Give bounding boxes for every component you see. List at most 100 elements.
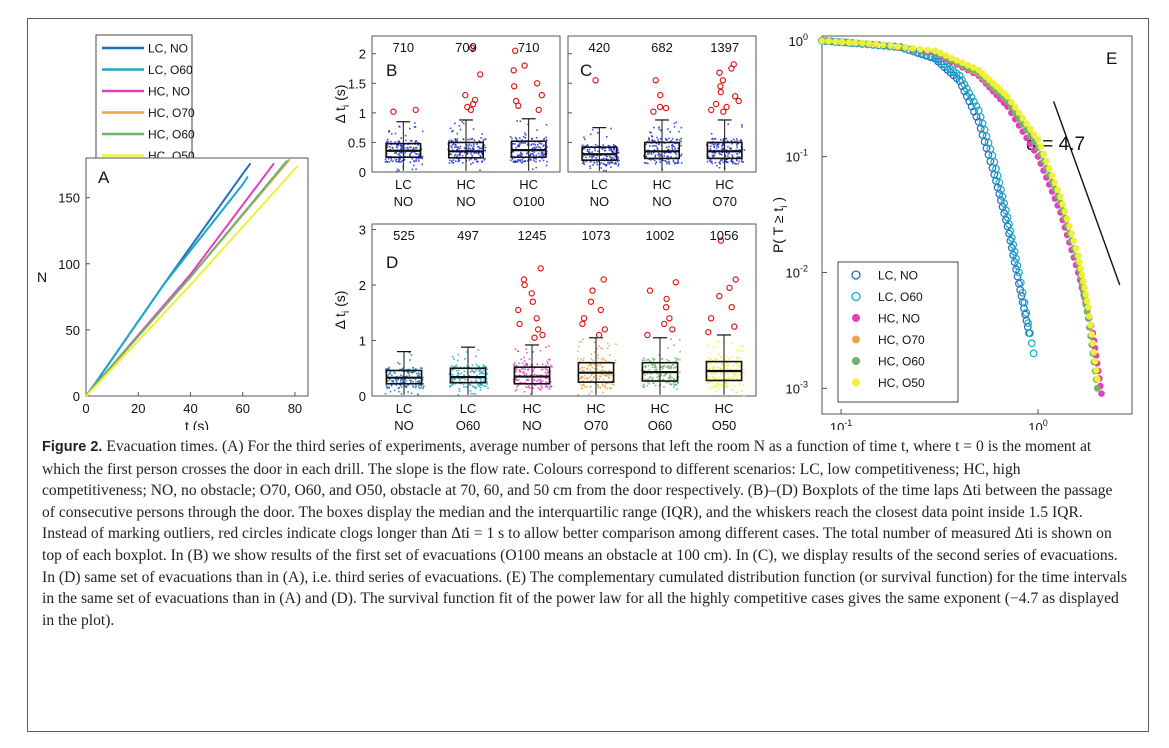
box-jitter-point xyxy=(387,374,389,377)
box-jitter-point xyxy=(722,143,724,145)
box-jitter-point xyxy=(517,145,519,148)
box-jitter-point xyxy=(458,154,461,157)
box-jitter-point xyxy=(422,130,424,133)
panel-e-point xyxy=(937,49,944,57)
box-jitter-point xyxy=(644,366,647,369)
box-jitter-point xyxy=(403,381,406,384)
box-jitter-point xyxy=(418,160,420,162)
box-jitter-point xyxy=(679,338,681,341)
box-jitter-point xyxy=(731,161,734,163)
box-jitter-point xyxy=(465,147,468,149)
box-jitter-point xyxy=(470,392,473,395)
box-jitter-point xyxy=(579,377,581,379)
box-jitter-point xyxy=(648,139,651,142)
box-jitter-point xyxy=(617,156,619,158)
box-jitter-point xyxy=(473,371,476,374)
box-jitter-point xyxy=(616,147,619,150)
box-category-label: NO xyxy=(590,194,610,209)
box-jitter-point xyxy=(657,153,660,155)
box-jitter-point xyxy=(539,381,541,384)
box-jitter-point xyxy=(730,342,733,344)
box-jitter-point xyxy=(643,383,645,386)
box-jitter-point xyxy=(741,160,743,163)
box-clog-circle xyxy=(666,315,673,322)
panel-e-point xyxy=(955,71,964,80)
box-jitter-point xyxy=(387,157,390,160)
box-jitter-point xyxy=(412,371,414,373)
box-jitter-point xyxy=(643,162,646,164)
box-jitter-point xyxy=(649,375,652,378)
panel-e-point xyxy=(887,42,894,49)
box-jitter-point xyxy=(725,149,728,151)
box-jitter-point xyxy=(712,143,715,146)
box-jitter-point xyxy=(653,359,655,361)
box-jitter-point xyxy=(616,158,619,161)
box-jitter-point xyxy=(474,158,476,161)
panel-e-point xyxy=(1087,322,1094,329)
box-jitter-point xyxy=(725,383,728,386)
box-jitter-point xyxy=(713,154,716,157)
box-jitter-point xyxy=(475,159,478,161)
box-jitter-point xyxy=(591,155,593,158)
box-jitter-point xyxy=(533,379,535,381)
box-jitter-point xyxy=(512,150,515,153)
box-jitter-point xyxy=(469,147,471,150)
box-jitter-point xyxy=(611,150,613,153)
box-jitter-point xyxy=(398,159,400,161)
box-jitter-point xyxy=(533,373,536,375)
box-jitter-point xyxy=(527,386,529,389)
box-jitter-point xyxy=(411,140,413,142)
box-jitter-point xyxy=(714,143,716,145)
panel-e-point xyxy=(1077,265,1085,272)
box-jitter-point xyxy=(731,154,734,156)
box-category-label: O100 xyxy=(513,194,545,209)
box-jitter-point xyxy=(647,162,649,165)
box-jitter-point xyxy=(711,143,713,145)
box-jitter-point xyxy=(605,360,607,362)
panel-e-point xyxy=(1092,366,1100,374)
panel-e-point xyxy=(1027,339,1036,348)
box-jitter-point xyxy=(520,141,523,144)
box-jitter-point xyxy=(414,141,416,144)
box-clog-circle xyxy=(534,80,541,87)
box-jitter-point xyxy=(519,370,522,373)
box-jitter-point xyxy=(673,344,675,346)
box-jitter-point xyxy=(729,368,732,371)
box-jitter-point xyxy=(541,152,544,154)
panel-e-point xyxy=(960,80,969,89)
box-jitter-point xyxy=(735,159,738,161)
box-jitter-point xyxy=(712,366,714,369)
box-jitter-point xyxy=(602,144,604,146)
box-jitter-point xyxy=(420,385,423,387)
box-jitter-point xyxy=(666,155,668,158)
box-clog-circle xyxy=(520,276,528,283)
box-jitter-point xyxy=(448,385,451,388)
box-jitter-point xyxy=(395,380,398,383)
panel-e-legend-label: HC, O60 xyxy=(878,355,925,369)
box-jitter-point xyxy=(739,344,741,347)
box-jitter-point xyxy=(606,136,608,138)
box-jitter-point xyxy=(419,381,421,383)
box-jitter-point xyxy=(386,161,389,163)
box-jitter-point xyxy=(400,386,403,388)
box-jitter-point xyxy=(712,369,715,371)
box-clog-circle xyxy=(538,91,546,99)
box-jitter-point xyxy=(404,134,407,137)
box-jitter-point xyxy=(735,149,738,151)
panel-e-point xyxy=(962,84,971,93)
box-jitter-point xyxy=(546,369,549,371)
box-jitter-point xyxy=(479,378,482,381)
box-jitter-point xyxy=(456,140,458,142)
box-jitter-point xyxy=(586,149,589,151)
box-jitter-point xyxy=(513,362,516,364)
box-jitter-point xyxy=(524,160,526,162)
box-jitter-point xyxy=(605,157,607,160)
box-category-label: LC xyxy=(591,177,608,192)
box-jitter-point xyxy=(672,364,674,366)
box-jitter-point xyxy=(417,385,420,387)
box-jitter-point xyxy=(582,148,585,150)
box-jitter-point xyxy=(550,381,552,383)
box-jitter-point xyxy=(727,123,729,125)
box-jitter-point xyxy=(549,385,552,387)
panel-e-point xyxy=(902,44,909,51)
